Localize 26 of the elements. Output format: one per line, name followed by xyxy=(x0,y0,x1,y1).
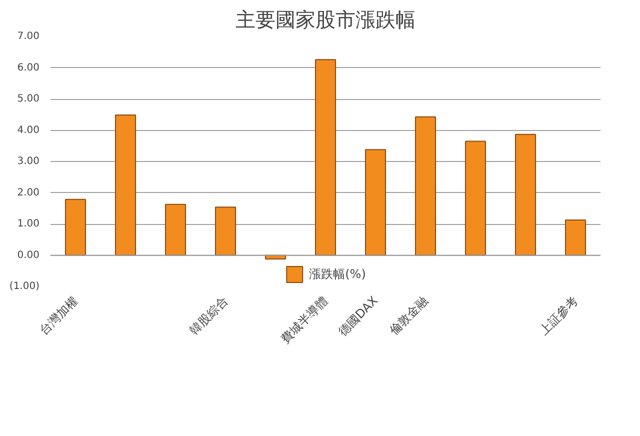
y-tick-label: 1.00 xyxy=(17,218,40,230)
y-tick-label: 4.00 xyxy=(17,124,40,136)
bar xyxy=(415,116,436,256)
y-tick-label: 3.00 xyxy=(17,156,40,167)
bar xyxy=(515,134,536,256)
bar xyxy=(65,198,86,256)
bar xyxy=(365,149,386,256)
bar xyxy=(465,140,486,256)
legend-label: 漲跌幅(%) xyxy=(309,266,366,282)
y-tick-label: 0.00 xyxy=(17,250,40,261)
y-tick-label: 5.00 xyxy=(17,94,40,104)
x-tick-label: 韓股綜合 xyxy=(186,294,230,338)
x-tick-label: 倫敦金融 xyxy=(386,294,430,338)
bar xyxy=(115,114,136,256)
y-tick-label: 7.00 xyxy=(17,31,40,42)
y-tick-label: (1.00) xyxy=(9,281,40,292)
bar xyxy=(215,206,236,256)
bar xyxy=(315,59,336,256)
x-tick-label: 上証參考 xyxy=(536,294,580,338)
y-tick-label: 6.00 xyxy=(17,62,40,74)
y-tick-label: 2.00 xyxy=(17,187,40,198)
x-tick-label: 費城半導體 xyxy=(278,294,330,346)
bar xyxy=(165,204,186,256)
bar xyxy=(565,219,586,256)
x-tick-label: 台灣加權 xyxy=(36,294,80,338)
chart-title: 主要國家股市漲跌幅 xyxy=(236,8,416,32)
